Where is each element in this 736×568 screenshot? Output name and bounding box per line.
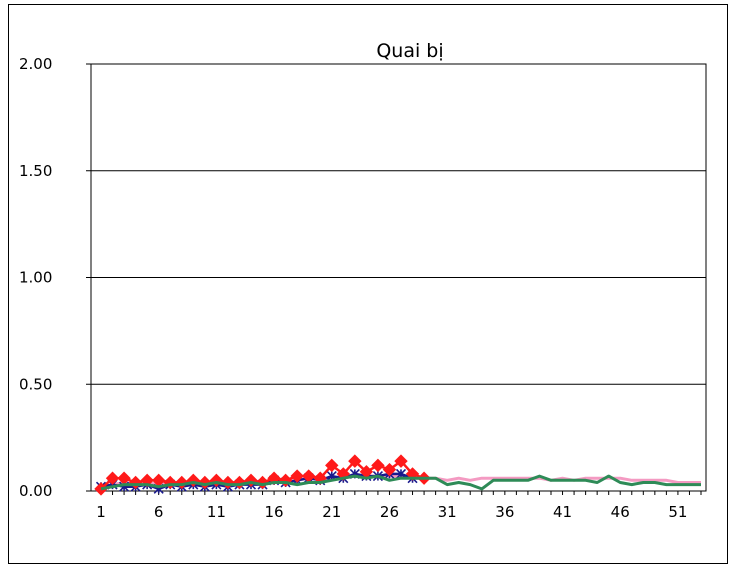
x-tick-label: 11 <box>207 503 226 521</box>
chart-title: Quai bị <box>376 40 443 62</box>
chart-frame: Quai bị 0.00 0.50 1.00 1.50 2.00 1 6 11 16 21 26 31… <box>8 4 728 564</box>
data-point <box>105 471 120 485</box>
data-point <box>325 458 339 473</box>
x-tick-label: 31 <box>438 503 457 521</box>
data-point <box>382 462 397 477</box>
x-tick-label: 36 <box>495 503 514 521</box>
data-point <box>371 458 385 473</box>
data-point <box>290 469 304 483</box>
y-tick-label: 1.50 <box>19 162 52 180</box>
x-tick-label: 41 <box>553 503 572 521</box>
chart-svg: Quai bị 0.000.501.001.502.001 6 11 16 21 26 31… <box>19 40 707 521</box>
x-tick-label: 1 <box>96 503 106 521</box>
data-point <box>348 454 362 468</box>
series-layer <box>94 454 701 496</box>
series-line <box>100 474 701 491</box>
data-point <box>394 454 408 468</box>
axis-layer: 0.000.501.001.502.001 6 11 16 21 26 31 36 41 46 51 <box>19 55 707 521</box>
x-tick-label: 46 <box>611 503 630 521</box>
x-tick-label: 51 <box>668 503 687 521</box>
y-tick-label: 0.00 <box>19 482 52 500</box>
y-tick-label: 1.00 <box>19 269 52 287</box>
x-tick-label: 6 <box>154 503 164 521</box>
x-tick-label: 16 <box>265 503 284 521</box>
x-tick-label: 21 <box>322 503 341 521</box>
y-tick-label: 0.50 <box>19 375 52 393</box>
y-tick-label: 2.00 <box>19 55 52 73</box>
x-tick-label: 26 <box>380 503 399 521</box>
series-3 <box>100 474 701 491</box>
grid-layer <box>91 63 706 492</box>
